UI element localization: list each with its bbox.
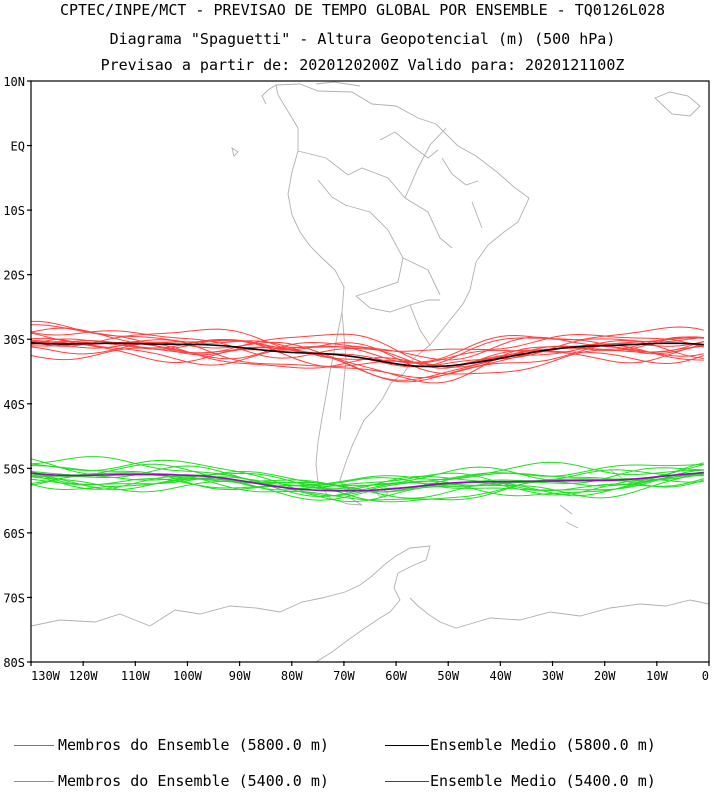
lon-label: 50W — [437, 669, 459, 683]
ensemble-member-5800 — [31, 330, 704, 359]
legend-label-mean-5400: Ensemble Medio (5400.0 m) — [430, 772, 656, 790]
legend-line-members-5400 — [14, 781, 54, 782]
ensemble-member-5800 — [31, 332, 704, 364]
ensemble-mean-5400 — [31, 471, 704, 492]
spaghetti-map: 10N EQ 10S 20S 30S 40S 50S 60S 70S 80S 130W 120W 110… — [3, 75, 710, 683]
legend-label-mean-5800: Ensemble Medio (5800.0 m) — [430, 736, 656, 754]
legend-line-members-5800 — [14, 745, 54, 746]
lon-label: 0 — [702, 669, 709, 683]
lon-label: 100W — [173, 669, 203, 683]
legend-label-members-5800: Membros do Ensemble (5800.0 m) — [58, 736, 329, 754]
lon-label: 80W — [281, 669, 303, 683]
title-line-2: Diagrama "Spaguetti" - Altura Geopotenci… — [109, 30, 616, 48]
lon-label: 60W — [385, 669, 407, 683]
lon-label: 90W — [229, 669, 251, 683]
lon-label: 110W — [121, 669, 151, 683]
title-line-3: Previsao a partir de: 2020120200Z Valido… — [100, 56, 625, 74]
ensemble-mean-5800 — [31, 342, 704, 368]
ensemble-member-5800 — [31, 342, 704, 375]
lat-label: 20S — [3, 269, 25, 283]
legend-line-mean-5800 — [385, 745, 429, 746]
lat-label: 60S — [3, 527, 25, 541]
ensemble-member-5400 — [31, 464, 704, 496]
title-line-1: CPTEC/INPE/MCT - PREVISAO DE TEMPO GLOBA… — [59, 1, 666, 19]
ensemble-member-5800 — [31, 324, 704, 367]
plot-frame — [30, 80, 710, 663]
lon-label: 40W — [490, 669, 512, 683]
legend-label-members-5400: Membros do Ensemble (5400.0 m) — [58, 772, 329, 790]
lon-label: 70W — [333, 669, 355, 683]
axes: 10N EQ 10S 20S 30S 40S 50S 60S 70S 80S 130W 120W 110… — [3, 75, 710, 683]
lat-label: 30S — [3, 333, 25, 347]
coastlines — [31, 81, 709, 662]
lon-label: 20W — [594, 669, 616, 683]
lat-label: 10N — [3, 75, 25, 89]
lat-label: 70S — [3, 591, 25, 605]
ensemble-member-5400 — [31, 463, 704, 501]
ensemble-member-5400 — [31, 477, 704, 492]
lat-label: 40S — [3, 398, 25, 412]
lat-label: 50S — [3, 462, 25, 476]
lat-label: 10S — [3, 204, 25, 218]
lat-label: EQ — [11, 140, 25, 154]
legend-line-mean-5400 — [385, 781, 429, 782]
lon-label: 30W — [542, 669, 564, 683]
lat-label: 80S — [3, 656, 25, 670]
ensemble-member-5400 — [31, 465, 704, 490]
ensemble-curves — [31, 320, 704, 503]
lon-label: 10W — [646, 669, 668, 683]
lon-label: 130W — [31, 669, 61, 683]
lon-label: 120W — [69, 669, 99, 683]
ensemble-member-5400 — [31, 472, 704, 497]
